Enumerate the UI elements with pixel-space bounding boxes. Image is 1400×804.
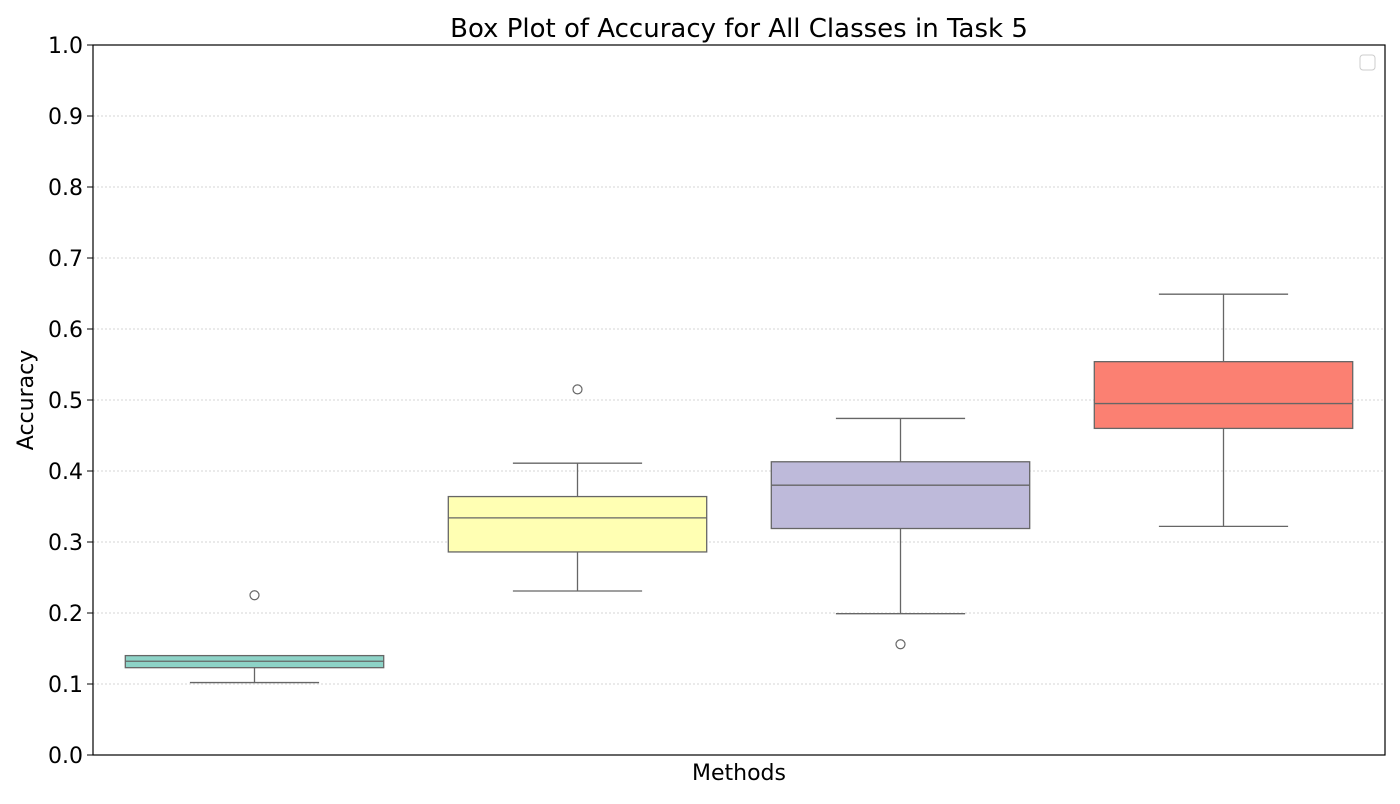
y-tick-label: 0.4 bbox=[48, 460, 83, 485]
box-iqr bbox=[447, 495, 708, 553]
y-tick-label: 0.0 bbox=[48, 744, 83, 769]
outlier-point bbox=[572, 384, 583, 395]
outlier-point bbox=[249, 590, 260, 601]
legend-box bbox=[1359, 54, 1376, 71]
y-tick-label: 0.9 bbox=[48, 105, 83, 130]
box-group-4 bbox=[1093, 293, 1354, 528]
y-tick-label: 0.7 bbox=[48, 247, 83, 272]
y-axis-title: Accuracy bbox=[14, 350, 39, 450]
y-tick-label: 0.2 bbox=[48, 602, 83, 627]
y-tick-label: 0.3 bbox=[48, 531, 83, 556]
boxes-layer bbox=[124, 293, 1354, 684]
box-iqr bbox=[770, 461, 1031, 530]
y-tick-label: 0.8 bbox=[48, 176, 83, 201]
y-tick-label: 0.5 bbox=[48, 389, 83, 414]
y-tick-label: 0.1 bbox=[48, 673, 83, 698]
y-axis-ticks: 0.0 0.1 0.2 0.3 0.4 0.5 0.6 0.7 0.8 0.9 1.0 bbox=[48, 34, 93, 769]
outlier-point bbox=[895, 639, 906, 650]
box-group-2 bbox=[447, 384, 708, 592]
x-axis-title: Methods bbox=[692, 761, 786, 786]
box-iqr bbox=[1093, 361, 1354, 430]
chart-title: Box Plot of Accuracy for All Classes in … bbox=[450, 14, 1028, 44]
box-group-1 bbox=[124, 590, 385, 684]
y-tick-label: 0.6 bbox=[48, 318, 83, 343]
y-tick-label: 1.0 bbox=[48, 34, 83, 59]
box-group-3 bbox=[770, 417, 1031, 650]
